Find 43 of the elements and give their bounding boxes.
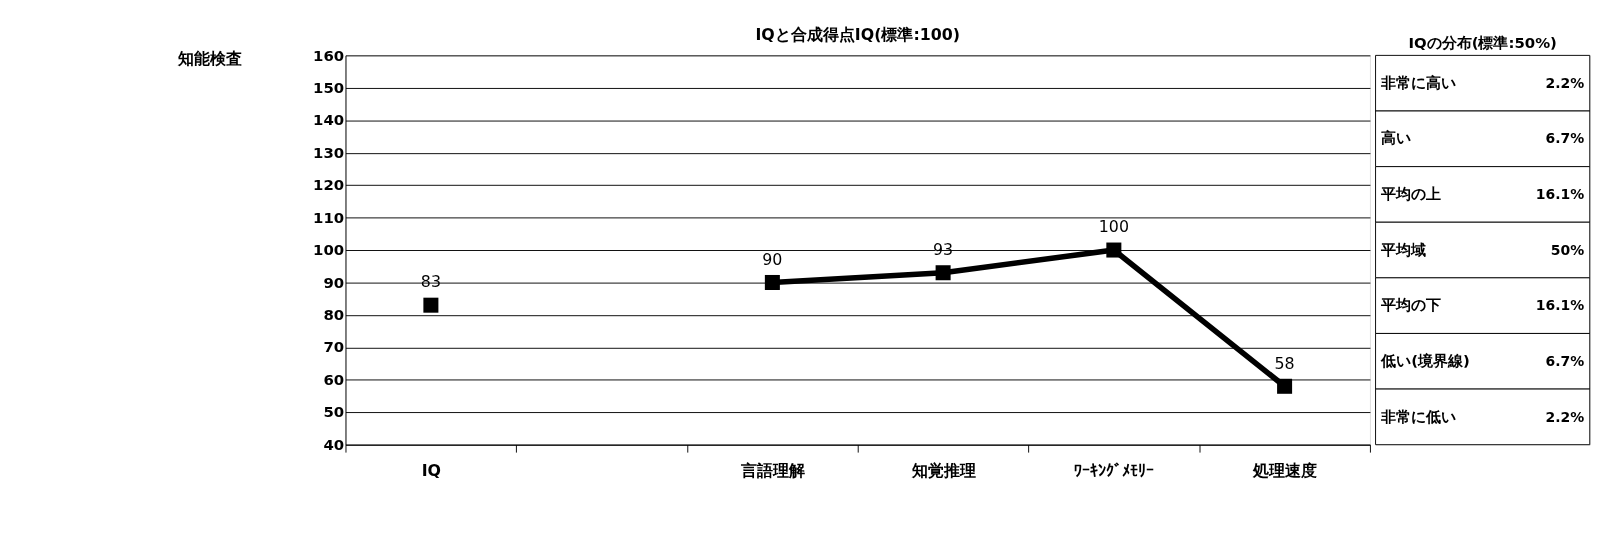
text: 16.1% <box>1535 297 1585 314</box>
chart-title: IQと合成得点IQ(標準:100) <box>755 25 961 45</box>
text: 6.7% <box>1545 352 1585 369</box>
category-label: 非常に低い <box>1380 407 1457 426</box>
y-tick-label: 100 <box>313 241 345 260</box>
y-tick-label: 40 <box>323 435 345 454</box>
point <box>423 297 439 313</box>
text: 知能検査 <box>176 48 242 68</box>
y-tick-label: 80 <box>323 306 345 325</box>
text: 2.2% <box>1545 74 1585 91</box>
y-tick-label: 160 <box>313 46 345 65</box>
text: IQの分布(標準:50%) <box>1408 34 1557 53</box>
x-tick-label: 処理速度 <box>1252 460 1318 480</box>
x-tick-label: 言語理解 <box>739 460 805 480</box>
y-tick-label: 90 <box>323 273 345 292</box>
point <box>764 274 780 290</box>
text: 2.2% <box>1545 408 1585 425</box>
x-tick-label: 知覚推理 <box>910 460 976 480</box>
category-label: 低い(境界線) <box>1380 351 1470 370</box>
data-label: 100 <box>1098 217 1129 237</box>
y-tick-label: 50 <box>323 403 345 422</box>
y-tick-label: 130 <box>313 143 345 162</box>
y-tick-label: 60 <box>323 370 345 389</box>
y-tick-label: 120 <box>313 176 345 195</box>
point <box>1277 378 1293 394</box>
y-tick-label: 150 <box>313 78 345 97</box>
category-label: 非常に高い <box>1380 73 1457 92</box>
y-tick-label: 110 <box>313 208 345 227</box>
category-label: 高い <box>1381 129 1412 148</box>
category-label: 平均の上 <box>1380 185 1442 204</box>
category-label: 平均の下 <box>1380 296 1442 315</box>
data-label: 58 <box>1274 353 1295 373</box>
y-tick-label: 140 <box>313 111 345 130</box>
category-label: 平均域 <box>1380 240 1427 259</box>
x-tick-label: ﾜｰｷﾝｸﾞﾒﾓﾘｰ <box>1074 460 1155 480</box>
y-tick-label: 70 <box>323 338 345 357</box>
point <box>935 265 951 281</box>
text: 6.7% <box>1545 130 1585 147</box>
point <box>1106 242 1122 258</box>
text: 16.1% <box>1535 186 1585 203</box>
text: 50% <box>1550 241 1585 258</box>
x-tick-label: IQ <box>421 460 442 480</box>
data-label: 90 <box>762 249 783 269</box>
